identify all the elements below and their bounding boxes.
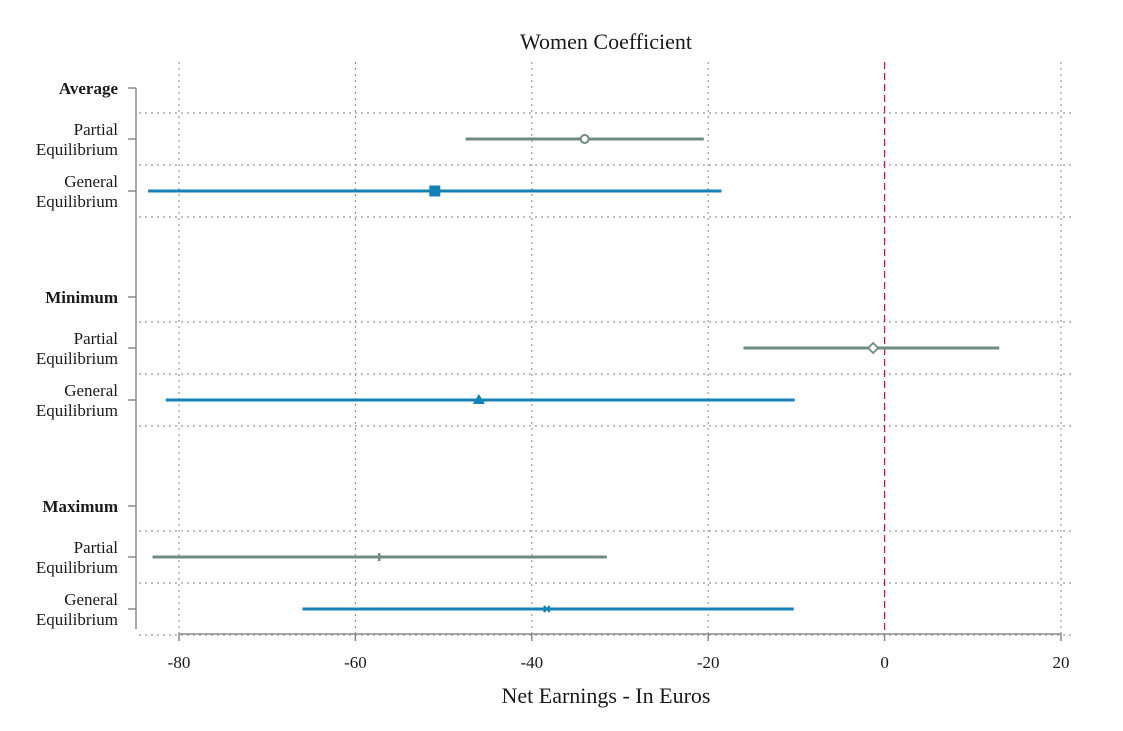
x-tick-label: 0 (880, 653, 889, 672)
row-label: General Equilibrium (36, 172, 118, 211)
axis-layer: -80 -60 -40 -20 0 20 (128, 87, 1070, 672)
point-estimate-marker (375, 553, 384, 561)
x-tick-label: -80 (168, 653, 191, 672)
x-tick-label: 20 (1053, 653, 1070, 672)
group-header: Maximum (42, 497, 118, 516)
group-header: Minimum (45, 288, 118, 307)
data-layer (148, 134, 1000, 613)
point-estimate-marker (429, 185, 441, 197)
grid-layer (139, 62, 1075, 636)
x-tick-label: -20 (697, 653, 720, 672)
point-estimate-marker (866, 341, 880, 355)
row-label: Partial Equilibrium (36, 120, 118, 159)
x-tick-label: -60 (344, 653, 367, 672)
point-estimate-marker (579, 134, 590, 144)
row-label: General Equilibrium (36, 590, 118, 629)
group-header: Average (59, 79, 119, 98)
chart-title: Women Coefficient (520, 29, 692, 54)
row-label: Partial Equilibrium (36, 538, 118, 577)
label-layer: Average Partial Equilibrium General Equilibr… (36, 79, 119, 629)
point-estimate-marker (472, 394, 485, 404)
row-label: General Equilibrium (36, 381, 118, 420)
x-tick-label: -40 (520, 653, 543, 672)
x-axis-label: Net Earnings - In Euros (502, 683, 711, 708)
point-estimate-marker (543, 605, 551, 613)
row-label: Partial Equilibrium (36, 329, 118, 368)
